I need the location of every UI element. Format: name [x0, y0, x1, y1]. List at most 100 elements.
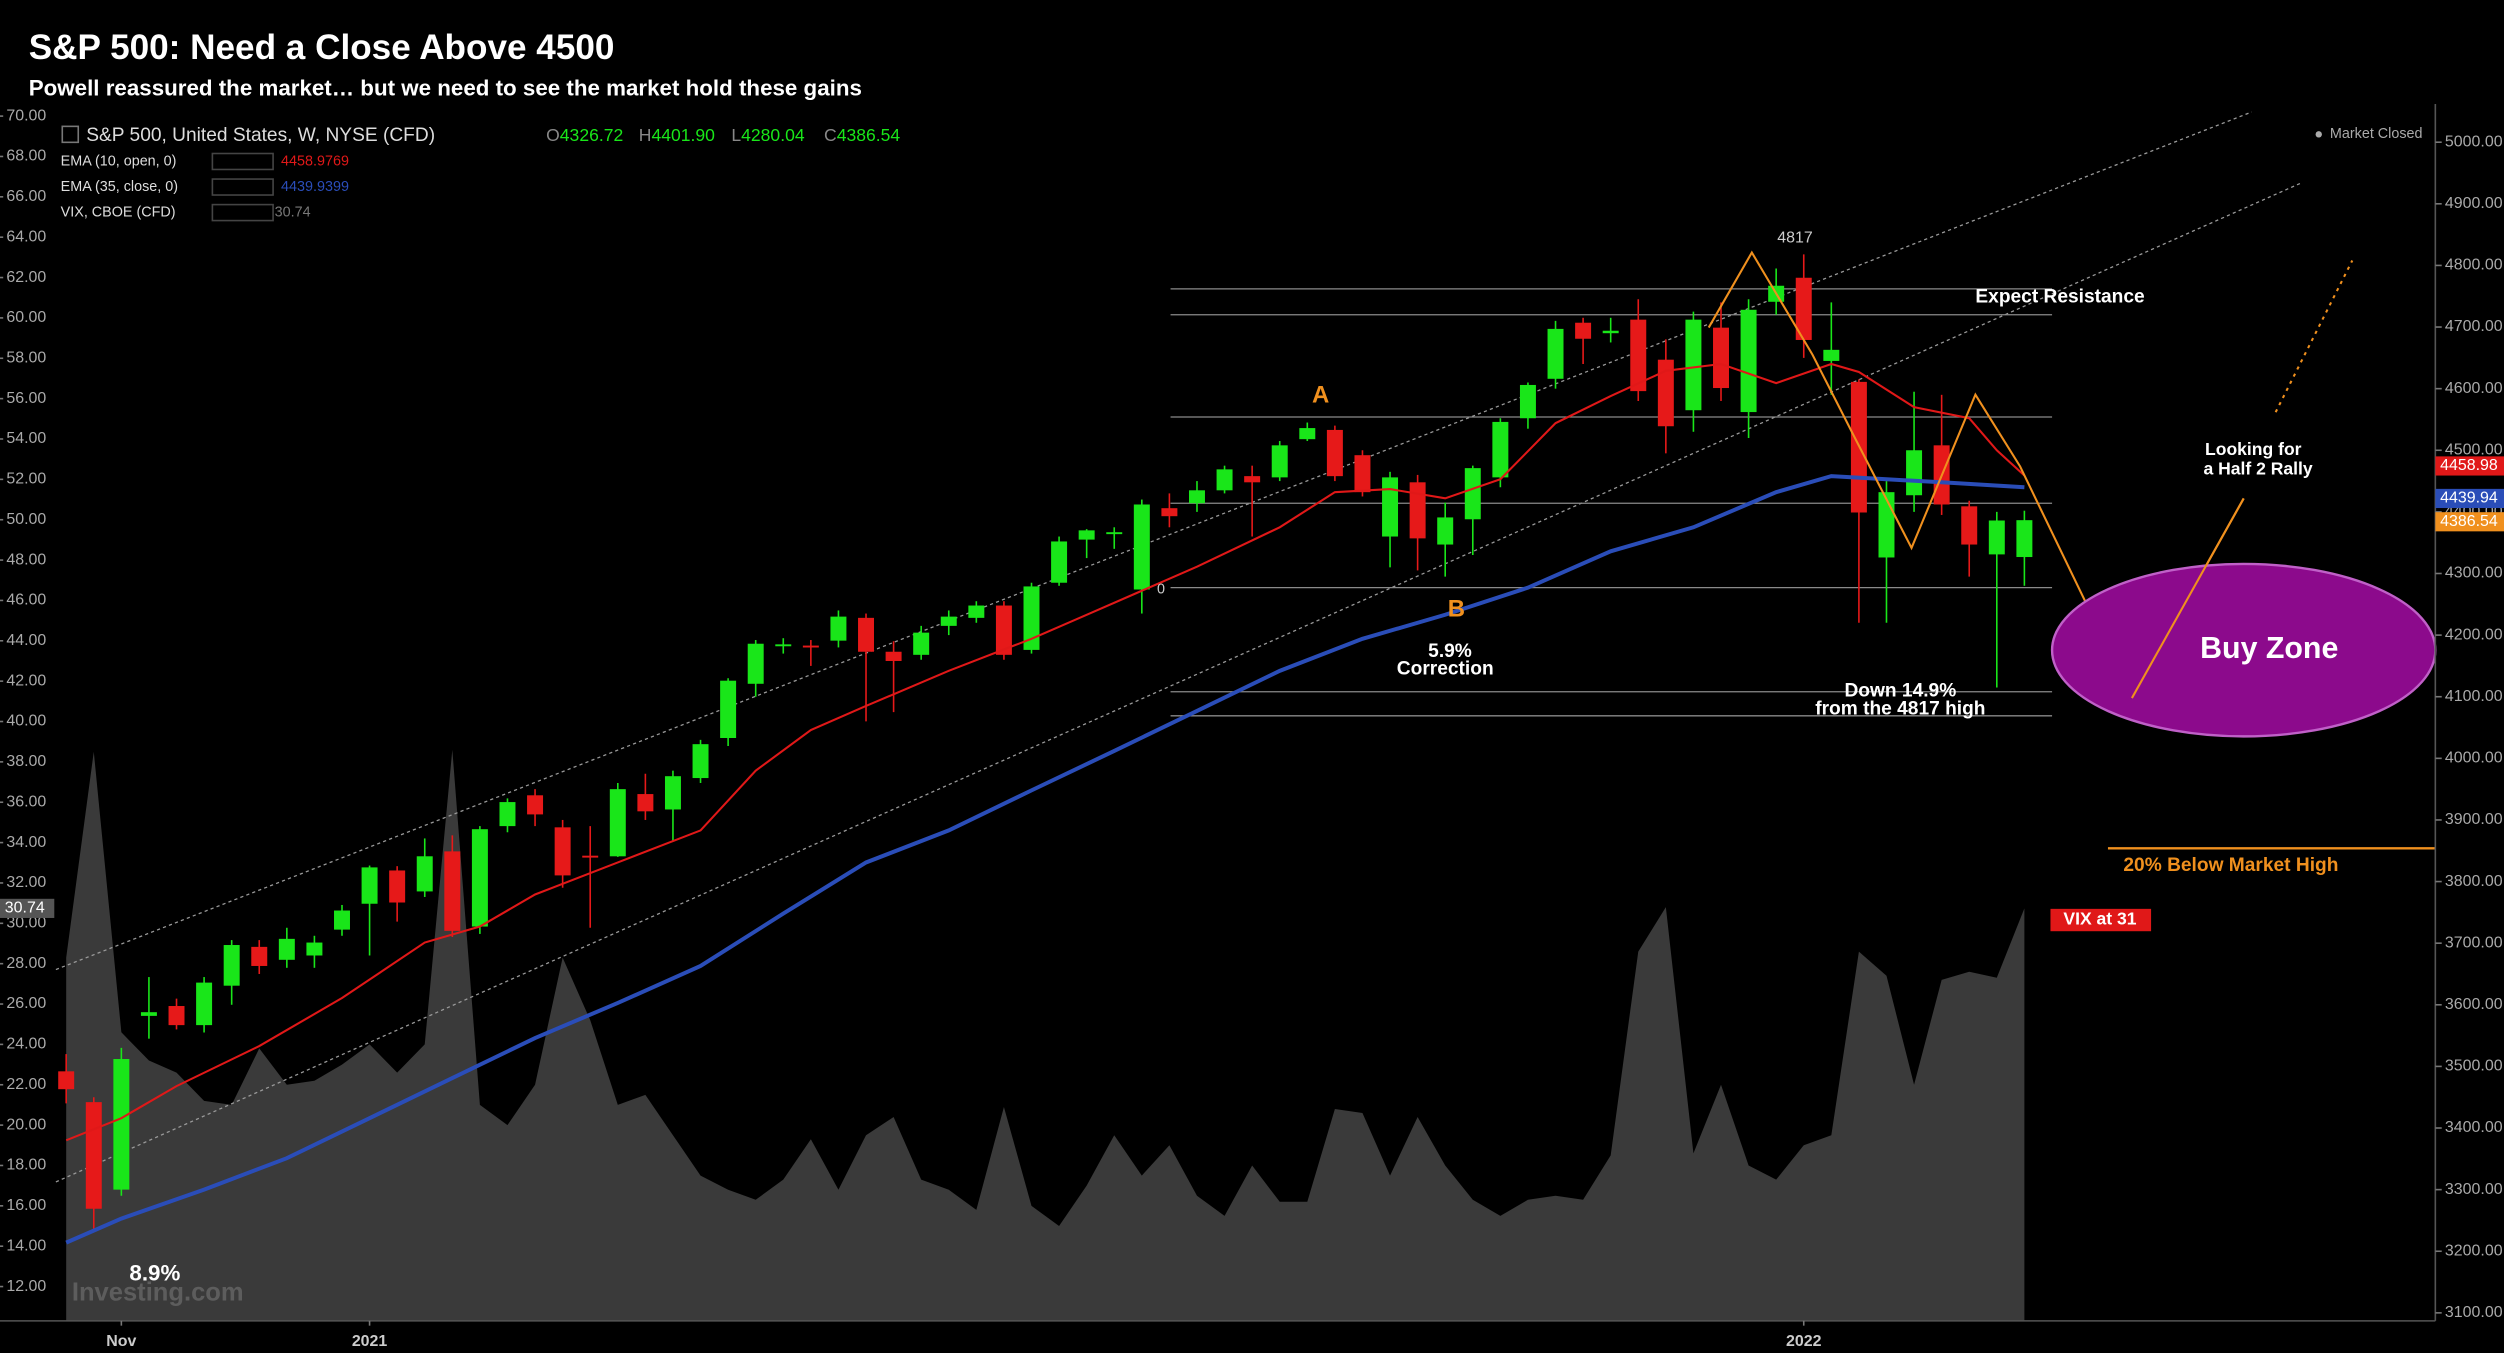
- y2-tick-label: 62.00: [6, 269, 46, 286]
- candle-body: [2016, 520, 2033, 558]
- y2-tick-label: 22.00: [6, 1076, 46, 1093]
- y-tick-label: 4600.00: [2445, 380, 2503, 397]
- candle-body: [1823, 349, 1840, 361]
- y-tick-label: 3400.00: [2445, 1119, 2503, 1136]
- y-tick-label: 4000.00: [2445, 750, 2503, 767]
- price-badge-label: 4439.94: [2440, 490, 2498, 507]
- candle-body: [1685, 319, 1702, 411]
- legend-buttons: [211, 203, 274, 222]
- annotation: Expect Resistance: [1975, 286, 2144, 307]
- y2-tick-label: 60.00: [6, 309, 46, 326]
- y2-tick-label: 34.00: [6, 834, 46, 851]
- legend-value: 4439.9399: [281, 179, 349, 195]
- vix-badge: [0, 898, 55, 918]
- candle-body: [1078, 530, 1095, 540]
- legend-value: 4458.9769: [281, 153, 349, 169]
- ohlc-prefix: O: [546, 125, 560, 145]
- y2-tick-label: 58.00: [6, 349, 46, 366]
- y2-tick-label: 56.00: [6, 390, 46, 407]
- price-badge: [2435, 456, 2504, 476]
- candle-body: [582, 855, 599, 858]
- ema-line: [65, 362, 2026, 1142]
- ohlc-value: 4386.54: [837, 125, 901, 145]
- candle-body: [1740, 309, 1757, 413]
- candle-body: [168, 1006, 185, 1026]
- ema-line: [65, 474, 2025, 1245]
- candle-body: [1051, 541, 1068, 583]
- y-tick-label: 5000.00: [2445, 133, 2503, 150]
- legend-entry: EMA (10, open, 0): [61, 153, 177, 169]
- candle-body: [140, 1012, 157, 1016]
- y2-tick-label: 12.00: [6, 1278, 46, 1295]
- candle-body: [995, 605, 1012, 655]
- y-tick-label: 3800.00: [2445, 873, 2503, 890]
- candle-body: [664, 776, 681, 810]
- candle-body: [1961, 506, 1978, 545]
- legend-value: 30.74: [275, 204, 311, 220]
- y2-tick-label: 54.00: [6, 430, 46, 447]
- legend-ohlc: O4326.72: [546, 125, 623, 145]
- ohlc-value: 4401.90: [651, 125, 715, 145]
- x-tick-label: 2022: [1786, 1333, 1822, 1350]
- annotation: 20% Below Market High: [2123, 855, 2338, 876]
- candle-body: [720, 680, 737, 739]
- y2-tick-label: 50.00: [6, 511, 46, 528]
- legend-ohlc: L4280.04: [731, 125, 804, 145]
- y-tick-label: 4100.00: [2445, 688, 2503, 705]
- y-tick-label: 3500.00: [2445, 1058, 2503, 1075]
- candle-body: [527, 795, 544, 815]
- annotation: B: [1448, 596, 1465, 623]
- price-badge: [2435, 488, 2504, 509]
- x-tick-label: 2021: [352, 1333, 388, 1350]
- candle-body: [58, 1071, 75, 1090]
- annotation: A: [1312, 382, 1329, 409]
- y-tick-label: 3600.00: [2445, 996, 2503, 1013]
- legend-entry: VIX, CBOE (CFD): [61, 204, 176, 220]
- candle-body: [1023, 586, 1040, 650]
- annotation: Correction: [1397, 658, 1494, 679]
- annotation: a Half 2 Rally: [2203, 458, 2312, 478]
- candle-body: [609, 789, 626, 857]
- y-tick-label: 4900.00: [2445, 195, 2503, 212]
- candle-body: [1326, 429, 1343, 477]
- candle-body: [416, 856, 433, 892]
- y-tick-label: 3700.00: [2445, 934, 2503, 951]
- plot-layer: 3100.00 3200.00 3300.00 3400.00 3500.00 3600.…: [0, 103, 2504, 1350]
- candle-body: [554, 827, 571, 876]
- y2-tick-label: 70.00: [6, 107, 46, 124]
- legend-symbol: S&P 500, United States, W, NYSE (CFD): [86, 125, 435, 146]
- annotation: VIX at 31: [2063, 909, 2136, 929]
- annotation: 4817: [1777, 229, 1813, 246]
- candle-body: [858, 617, 875, 652]
- candle-body: [471, 829, 488, 927]
- candle-body: [1354, 455, 1371, 493]
- chart-title: S&P 500: Need a Close Above 4500: [29, 28, 615, 67]
- y2-tick-label: 26.00: [6, 995, 46, 1012]
- y2-tick-label: 48.00: [6, 551, 46, 568]
- y2-tick-label: 18.00: [6, 1157, 46, 1174]
- candle-body: [1271, 445, 1288, 478]
- candle-body: [1161, 508, 1178, 517]
- candle-body: [1133, 504, 1150, 590]
- candle-body: [1575, 322, 1592, 339]
- scenario-line: [2131, 497, 2245, 699]
- candle-body: [1188, 490, 1205, 504]
- candle-body: [251, 946, 268, 966]
- status-dot: [2315, 131, 2322, 138]
- candle-body: [306, 942, 323, 956]
- price-badge-label: 4386.54: [2440, 513, 2498, 530]
- x-tick-label: Nov: [106, 1333, 136, 1350]
- y2-tick-label: 68.00: [6, 148, 46, 165]
- candle-body: [1299, 428, 1316, 440]
- annotation: 5.9%: [1428, 641, 1472, 662]
- price-badge: [2435, 512, 2504, 532]
- candle-body: [1988, 520, 2005, 555]
- candle-body: [1906, 450, 1923, 496]
- y-tick-label: 3100.00: [2445, 1304, 2503, 1321]
- candle-body: [885, 651, 902, 661]
- y2-tick-label: 36.00: [6, 793, 46, 810]
- candle-body: [968, 605, 985, 618]
- candle-body: [1713, 327, 1729, 389]
